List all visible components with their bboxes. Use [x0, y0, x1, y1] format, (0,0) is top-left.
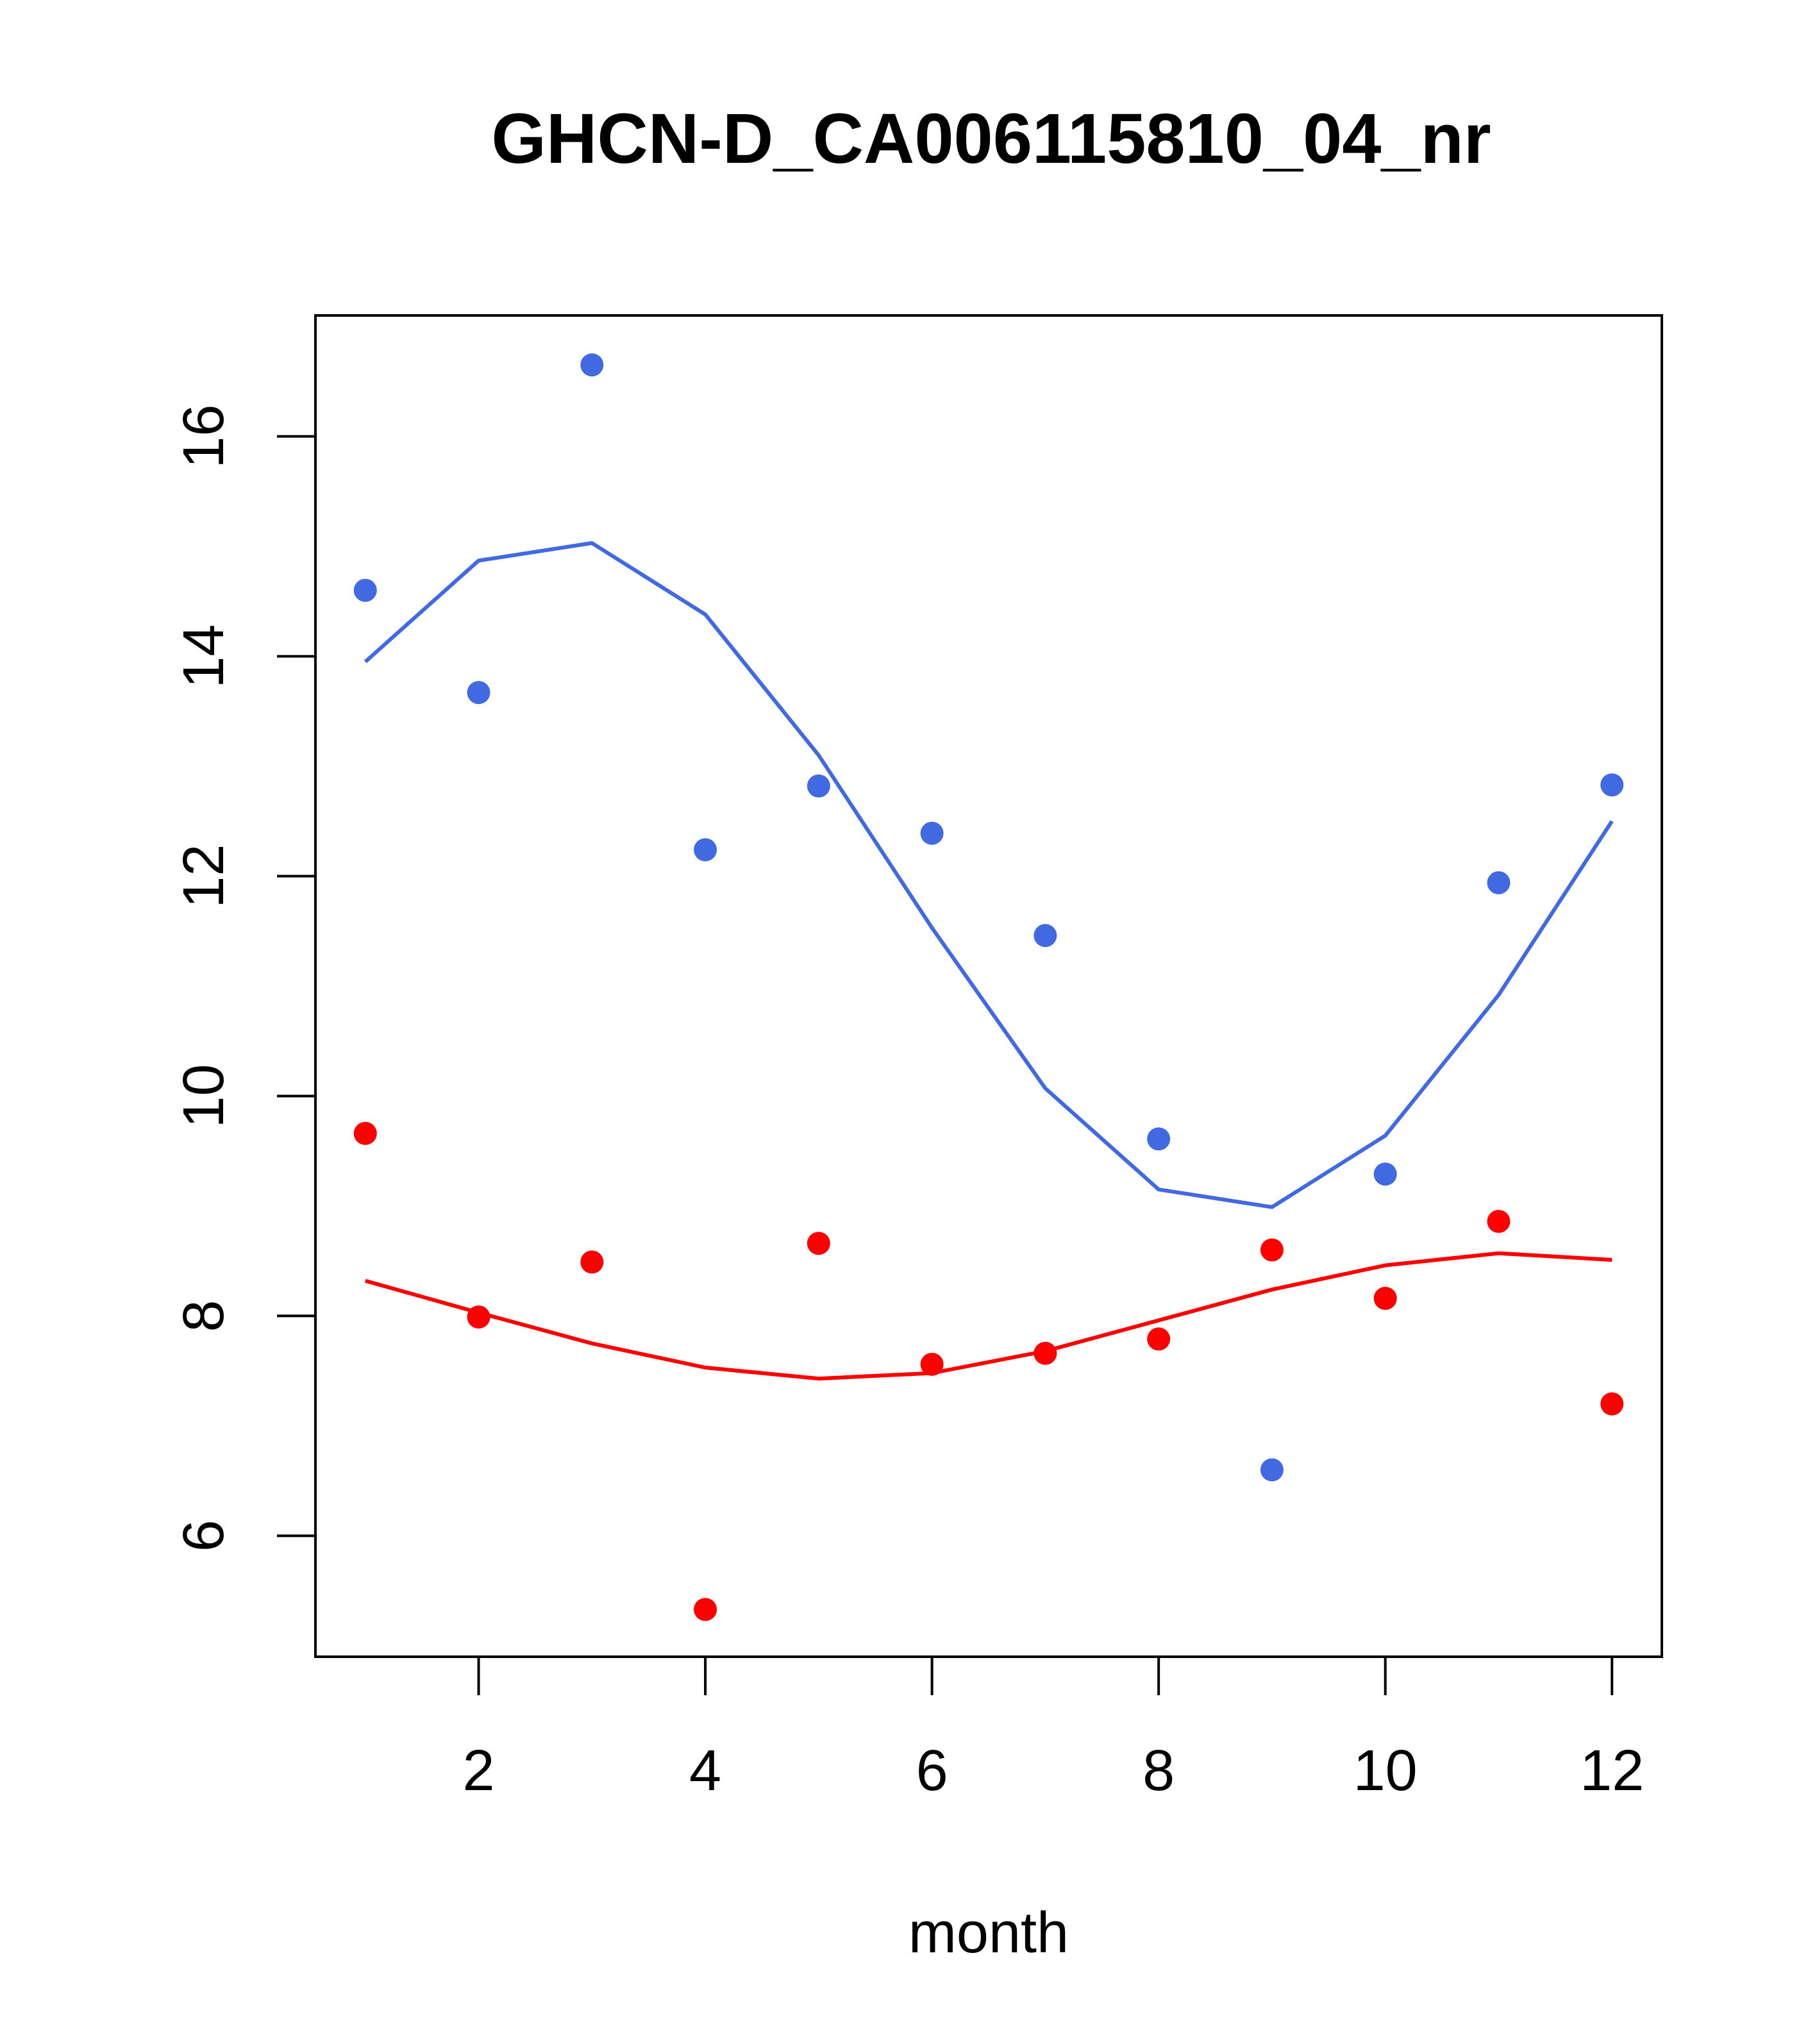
- x-tick-label-4: 4: [689, 1739, 721, 1803]
- series-1-fit-line: [364, 1251, 1612, 1381]
- series-0-point-6: [920, 821, 944, 845]
- series-0-point-10: [1373, 1162, 1397, 1186]
- series-1-point-12: [1600, 1392, 1624, 1416]
- series-0: [353, 353, 1624, 1482]
- series-1-point-6: [920, 1352, 944, 1376]
- y-tick-label-8: 8: [172, 1300, 236, 1332]
- y-tick-label-6: 6: [172, 1520, 236, 1552]
- x-tick-label-6: 6: [916, 1739, 948, 1803]
- x-axis-label: month: [908, 1901, 1069, 1965]
- series-1: [353, 1121, 1624, 1621]
- x-tick-label-2: 2: [463, 1739, 495, 1803]
- series-1-point-11: [1487, 1209, 1511, 1233]
- x-axis: 2 4 6 8 10 12: [463, 1657, 1644, 1803]
- series-1-point-10: [1373, 1286, 1397, 1310]
- y-tick-label-10: 10: [172, 1064, 236, 1128]
- y-tick-label-14: 14: [172, 624, 236, 689]
- x-tick-label-8: 8: [1143, 1739, 1175, 1803]
- y-tick-label-12: 12: [172, 844, 236, 908]
- series-0-point-9: [1260, 1458, 1284, 1482]
- series-1-point-4: [694, 1598, 717, 1621]
- plot-area-border: [314, 314, 1663, 1658]
- series-0-fit-line: [364, 541, 1614, 1209]
- series-1-point-7: [1034, 1341, 1057, 1365]
- series-0-point-3: [580, 353, 604, 377]
- y-axis: 6 8 10 12 14 16: [172, 405, 315, 1552]
- series-0-point-4: [694, 838, 717, 862]
- series-0-point-5: [807, 774, 830, 798]
- y-tick-label-16: 16: [172, 405, 236, 469]
- series-layer: [353, 353, 1624, 1621]
- x-tick-label-12: 12: [1580, 1739, 1644, 1803]
- series-1-point-9: [1260, 1238, 1284, 1262]
- series-0-point-11: [1487, 871, 1511, 894]
- series-1-point-3: [580, 1250, 604, 1274]
- series-1-point-8: [1147, 1327, 1171, 1351]
- chart-title: GHCN-D_CA006115810_04_nr: [491, 99, 1491, 178]
- series-0-point-2: [467, 681, 490, 705]
- x-tick-label-10: 10: [1353, 1739, 1418, 1803]
- series-1-point-5: [807, 1232, 830, 1255]
- series-0-point-8: [1147, 1127, 1171, 1151]
- series-0-point-12: [1600, 773, 1624, 797]
- series-0-point-7: [1034, 924, 1057, 948]
- series-1-point-2: [467, 1305, 490, 1329]
- series-0-point-1: [353, 578, 377, 602]
- series-1-point-1: [353, 1121, 377, 1145]
